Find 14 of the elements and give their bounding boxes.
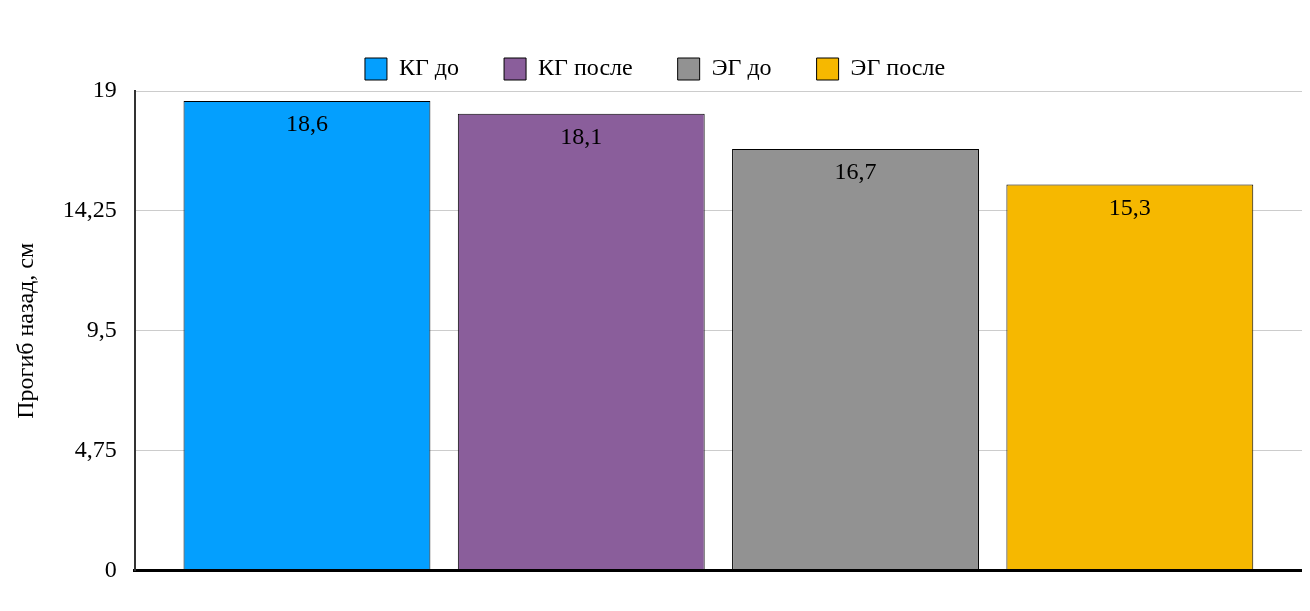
- y-axis-title: Прогиб назад, см: [11, 242, 38, 419]
- data-label: 15,3: [1108, 193, 1151, 220]
- y-tick-label: 0: [104, 555, 117, 582]
- legend-label: КГ после: [538, 54, 633, 81]
- legend-label: КГ до: [398, 54, 460, 81]
- legend-label: ЭГ после: [850, 54, 946, 81]
- data-label: 16,7: [834, 158, 877, 185]
- y-tick-label: 19: [92, 76, 117, 103]
- data-label: 18,6: [285, 110, 328, 137]
- data-label: 18,1: [560, 123, 603, 150]
- legend-label: ЭГ до: [711, 54, 772, 81]
- y-tick-label: 14,25: [62, 196, 117, 223]
- y-tick-label: 9,5: [86, 316, 117, 343]
- y-tick-label: 4,75: [74, 436, 117, 462]
